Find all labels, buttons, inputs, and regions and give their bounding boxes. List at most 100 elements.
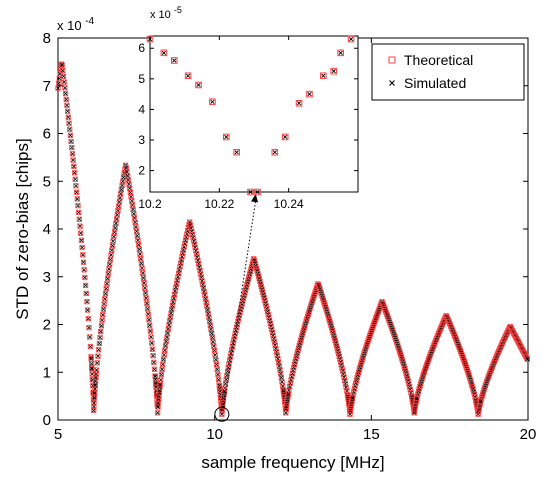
main-x-ticks: 5 10 15 20: [54, 38, 536, 443]
simulated-point: [214, 362, 219, 367]
simulated-point: [136, 242, 141, 247]
theoretical-point: [174, 277, 180, 283]
simulated-point: [238, 307, 243, 312]
simulated-point: [121, 175, 126, 180]
simulated-point: [336, 351, 341, 356]
inset-theoretical-point: [306, 90, 313, 98]
theoretical-point: [147, 328, 153, 334]
simulated-point: [89, 361, 94, 366]
theoretical-point: [171, 292, 178, 298]
theoretical-point: [59, 62, 65, 68]
theoretical-point: [82, 282, 89, 289]
simulated-point: [262, 295, 266, 300]
simulated-point: [286, 391, 291, 396]
simulated-point: [478, 399, 483, 404]
inset-simulated-point: [348, 36, 354, 42]
inset-theoretical-point: [160, 49, 168, 57]
simulated-point: [294, 354, 299, 359]
simulated-point: [295, 351, 300, 356]
simulated-point: [277, 364, 282, 368]
theoretical-point: [152, 376, 159, 383]
simulated-point: [69, 145, 74, 150]
legend-marker-theoretical: [388, 56, 396, 64]
theoretical-point: [145, 311, 151, 317]
theoretical-point: [140, 275, 147, 281]
theoretical-point: [91, 400, 97, 406]
legend: Theoretical Simulated: [371, 43, 525, 101]
simulated-point: [57, 76, 62, 81]
simulated-point: [353, 384, 357, 388]
simulated-point: [210, 335, 215, 340]
theoretical-point: [173, 281, 180, 287]
simulated-point: [167, 319, 172, 323]
inset-theoretical-point: [222, 133, 230, 141]
simulated-point: [239, 304, 244, 309]
simulated-point: [261, 292, 266, 297]
simulated-point: [139, 261, 144, 266]
simulated-point: [355, 375, 360, 380]
inset-theoretical-point: [184, 72, 192, 80]
simulated-point: [405, 376, 410, 381]
theoretical-point: [227, 354, 233, 360]
simulated-point: [278, 371, 283, 376]
theoretical-point: [58, 61, 65, 67]
simulated-point: [134, 224, 138, 229]
simulated-point: [334, 343, 339, 348]
theoretical-point: [147, 322, 153, 328]
simulated-point: [128, 190, 133, 195]
simulated-point: [77, 217, 82, 222]
theoretical-point: [57, 71, 63, 77]
theoretical-point: [347, 411, 353, 417]
theoretical-point: [62, 91, 69, 97]
simulated-point: [94, 368, 99, 372]
simulated-point: [240, 299, 245, 304]
simulated-point: [65, 103, 69, 108]
inset-theoretical-point: [247, 188, 254, 196]
simulated-point: [140, 271, 145, 275]
simulated-point: [142, 281, 147, 285]
inset-simulated-point: [338, 50, 343, 55]
simulated-point: [414, 396, 419, 401]
simulated-point: [76, 210, 81, 215]
simulated-point: [404, 373, 409, 378]
simulated-point: [83, 283, 88, 288]
simulated-point: [143, 291, 148, 295]
simulated-point: [213, 357, 218, 362]
simulated-point: [115, 212, 120, 217]
simulated-point: [151, 360, 156, 365]
simulated-point: [96, 347, 101, 352]
simulated-point: [333, 341, 338, 345]
theoretical-point: [343, 384, 349, 390]
theoretical-point: [216, 377, 222, 383]
simulated-point: [264, 306, 269, 311]
simulated-point: [335, 346, 340, 351]
simulated-point: [88, 344, 93, 349]
theoretical-point: [75, 203, 81, 209]
simulated-point: [225, 369, 230, 374]
simulated-point: [240, 302, 244, 306]
simulated-point: [67, 121, 71, 126]
simulated-point: [155, 410, 160, 415]
simulated-point: [205, 304, 209, 308]
simulated-point: [145, 306, 150, 311]
simulated-point: [110, 243, 115, 248]
simulated-point: [350, 395, 355, 400]
theoretical-point: [213, 361, 220, 368]
zoom-arrowhead: [251, 194, 259, 203]
y-tick-label: 5: [43, 173, 51, 190]
inset-theoretical-point: [271, 148, 279, 156]
simulated-point: [243, 288, 248, 293]
simulated-point: [76, 203, 80, 208]
theoretical-point: [69, 151, 76, 157]
simulated-point: [206, 311, 211, 316]
simulated-point: [96, 354, 100, 359]
theoretical-point: [141, 280, 147, 286]
theoretical-point: [149, 346, 156, 352]
y-axis-title: STD of zero-bias [chips]: [13, 138, 32, 319]
theoretical-point: [60, 68, 66, 74]
theoretical-point: [63, 96, 69, 103]
simulated-point: [525, 357, 530, 362]
theoretical-point: [144, 300, 150, 307]
theoretical-point: [96, 347, 102, 353]
simulated-point: [204, 300, 209, 305]
